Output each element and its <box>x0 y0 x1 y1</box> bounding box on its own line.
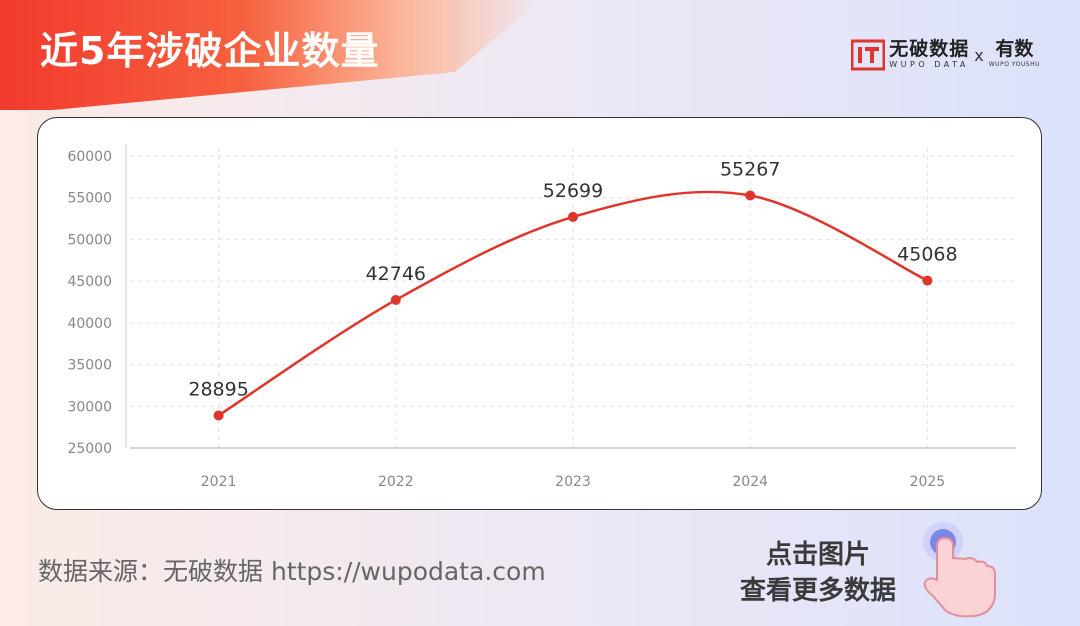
cta-line-2: 查看更多数据 <box>739 576 896 606</box>
data-point <box>568 211 578 222</box>
data-label: 42746 <box>366 263 426 285</box>
partner-name: 有数 <box>995 38 1034 60</box>
brand-subtitle: WUPO DATA <box>889 60 969 69</box>
x-tick-label: 2023 <box>555 474 591 490</box>
data-point <box>390 294 401 305</box>
cta-line-1: 点击图片 <box>765 540 870 570</box>
y-tick-label: 30000 <box>67 399 112 415</box>
brand-logo[interactable]: 无破数据 WUPO DATA x 有数 WUPO YOUSHU <box>851 38 1040 72</box>
x-tick-label: 2021 <box>201 474 237 490</box>
data-source: 数据来源：无破数据 https://wupodata.com <box>38 557 546 586</box>
line-chart: 25000 30000 35000 40000 45000 50000 55000 60000… <box>67 144 1016 490</box>
pointing-hand-icon <box>923 522 996 618</box>
data-label: 45068 <box>897 244 957 266</box>
y-tick-label: 25000 <box>67 441 112 457</box>
page-title: 近5年涉破企业数量 <box>40 29 380 73</box>
data-label: 55267 <box>720 158 780 180</box>
y-tick-label: 45000 <box>67 274 112 290</box>
y-tick-label: 55000 <box>67 191 112 207</box>
view-more-button[interactable]: 点击图片 查看更多数据 <box>718 537 918 609</box>
chart-card: 25000 30000 35000 40000 45000 50000 55000 60000… <box>37 117 1042 510</box>
y-tick-label: 60000 <box>67 149 112 165</box>
data-point <box>213 410 224 421</box>
partner-subtitle: WUPO YOUSHU <box>988 61 1040 68</box>
x-tick-label: 2025 <box>910 474 946 490</box>
x-tick-label: 2024 <box>732 474 768 490</box>
data-label: 52699 <box>543 180 603 202</box>
y-tick-label: 35000 <box>67 358 112 374</box>
data-label: 28895 <box>188 379 248 401</box>
data-point <box>922 275 933 286</box>
brand-logo-icon <box>851 39 886 71</box>
data-point <box>745 190 756 201</box>
x-tick-label: 2022 <box>378 474 414 490</box>
y-tick-label: 40000 <box>67 316 112 332</box>
brand-separator: x <box>974 45 984 65</box>
y-tick-label: 50000 <box>67 232 112 248</box>
brand-name: 无破数据 <box>889 38 970 60</box>
